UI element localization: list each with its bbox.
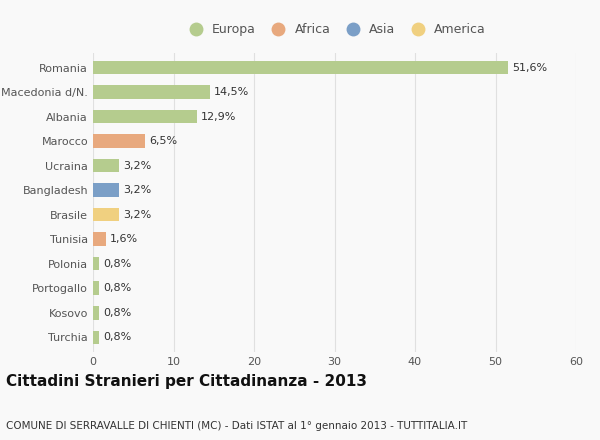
- Text: COMUNE DI SERRAVALLE DI CHIENTI (MC) - Dati ISTAT al 1° gennaio 2013 - TUTTITALI: COMUNE DI SERRAVALLE DI CHIENTI (MC) - D…: [6, 421, 467, 431]
- Bar: [93, 159, 119, 172]
- Text: 3,2%: 3,2%: [123, 161, 151, 171]
- Bar: [93, 208, 119, 221]
- Text: 0,8%: 0,8%: [103, 332, 132, 342]
- Text: 0,8%: 0,8%: [103, 259, 132, 269]
- Bar: [93, 232, 106, 246]
- Bar: [93, 134, 145, 148]
- Text: 51,6%: 51,6%: [512, 62, 548, 73]
- Bar: [93, 282, 100, 295]
- Text: 0,8%: 0,8%: [103, 308, 132, 318]
- Bar: [93, 257, 100, 271]
- Text: 14,5%: 14,5%: [214, 87, 249, 97]
- Bar: [93, 110, 197, 123]
- Bar: [93, 330, 100, 344]
- Bar: [93, 61, 508, 74]
- Bar: [93, 183, 119, 197]
- Text: 12,9%: 12,9%: [201, 112, 236, 121]
- Text: 0,8%: 0,8%: [103, 283, 132, 293]
- Text: Cittadini Stranieri per Cittadinanza - 2013: Cittadini Stranieri per Cittadinanza - 2…: [6, 374, 367, 389]
- Bar: [93, 306, 100, 319]
- Text: 3,2%: 3,2%: [123, 210, 151, 220]
- Text: 3,2%: 3,2%: [123, 185, 151, 195]
- Text: 6,5%: 6,5%: [149, 136, 178, 146]
- Text: 1,6%: 1,6%: [110, 234, 138, 244]
- Legend: Europa, Africa, Asia, America: Europa, Africa, Asia, America: [183, 23, 486, 36]
- Bar: [93, 85, 210, 99]
